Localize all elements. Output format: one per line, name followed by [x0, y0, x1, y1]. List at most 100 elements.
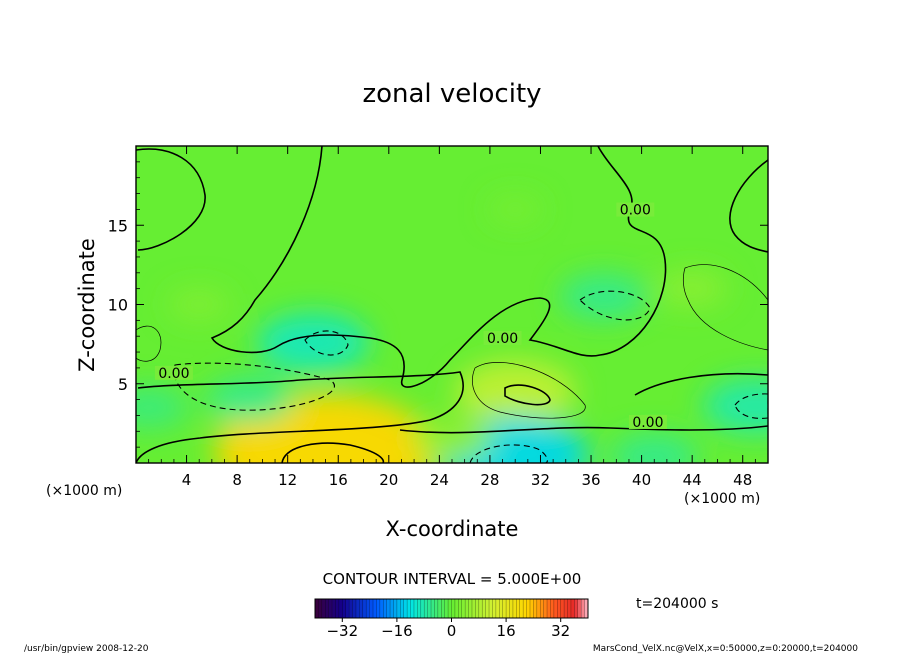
x-axis-ticks: 4 8 12 16 20 24 28 32 36 40 44 48	[148, 146, 756, 489]
colorbar-cell	[413, 599, 418, 618]
positive-contour-surface	[281, 442, 385, 463]
colorbar-cell	[355, 599, 360, 618]
colorbar-tick-label: −32	[326, 622, 358, 640]
colorbar-cell	[485, 599, 490, 618]
colorbar-cell	[489, 599, 493, 618]
y-axis-ticks: 5 10 15	[108, 161, 768, 448]
field-feature	[610, 433, 699, 463]
colorbar-cell	[581, 599, 585, 618]
colorbar-cell	[461, 599, 466, 618]
thin-contour-a	[136, 325, 162, 362]
colorbar-cell	[550, 599, 555, 618]
colorbar-cell	[482, 599, 486, 618]
colorbar-cell	[540, 599, 544, 618]
colorbar-cell	[533, 599, 538, 618]
contour-labels: 0.00 0.00 0.00 0.00	[154, 202, 667, 431]
x-tick-label: 32	[531, 471, 550, 489]
x-tick-label: 12	[278, 471, 297, 489]
x-tick-label: 16	[329, 471, 348, 489]
field-feature	[487, 195, 543, 224]
colorbar-cell	[321, 599, 326, 618]
colorbar-cell	[373, 599, 377, 618]
colorbar-cell	[400, 599, 405, 618]
colorbar-cell	[475, 599, 480, 618]
y-tick-label: 10	[108, 296, 128, 315]
y-tick-label: 15	[108, 216, 128, 235]
contour-label-bg	[616, 202, 655, 217]
colorbar-cell	[529, 599, 534, 618]
colorbar-cell	[564, 599, 568, 618]
negative-contour-bottom	[469, 444, 548, 463]
colorbar-cell	[318, 599, 323, 618]
zero-contours	[136, 146, 768, 463]
colorbar-cell	[506, 599, 510, 618]
x-tick-label: 28	[480, 471, 499, 489]
field-feature	[136, 386, 189, 429]
colorbar-cell	[543, 599, 548, 618]
footer-right: MarsCond_VelX.nc@VelX,x=0:50000,z=0:2000…	[593, 644, 858, 654]
colorbar-cell	[417, 599, 422, 618]
colorbar-cell	[338, 599, 343, 618]
colorbar-ticks: −32 −16 0 16 32	[326, 618, 570, 640]
colorbar-cell	[403, 599, 408, 618]
colorbar-cell	[509, 599, 514, 618]
contour-label-bg	[483, 330, 522, 345]
field-feature	[205, 376, 294, 423]
x-tick-label: 20	[379, 471, 398, 489]
time-label: t=204000 s	[636, 596, 718, 612]
colorbar-cell	[478, 599, 483, 618]
field-feature	[167, 287, 231, 322]
colorbar-cell	[383, 599, 387, 618]
colorbar-cell	[577, 599, 582, 618]
thin-contour-c	[682, 264, 768, 351]
colorbar-cell	[437, 599, 442, 618]
colorbar-cell	[448, 599, 452, 618]
footer-left: /usr/bin/gpview 2008-12-20	[24, 644, 149, 654]
contour-label-bg	[628, 414, 667, 429]
x-tick-label: 36	[581, 471, 600, 489]
colorbar-cell	[523, 599, 527, 618]
field-feature	[454, 359, 576, 424]
colorbar-cell	[536, 599, 541, 618]
colorbar-cell	[369, 599, 374, 618]
colorbar-cell	[407, 599, 411, 618]
colorbar-cell	[352, 599, 357, 618]
colorbar-tick-label: 32	[551, 622, 570, 640]
contour-label: 0.00	[487, 331, 518, 347]
contour-label-bg	[154, 365, 193, 380]
chart-title: zonal velocity	[362, 79, 541, 109]
colorbar-cell	[328, 599, 333, 618]
positive-contour-core	[504, 384, 551, 406]
colorbar-cell	[584, 599, 589, 618]
colorbar-cell	[560, 599, 565, 618]
colorbar-cell	[410, 599, 415, 618]
colorbar-cell	[362, 599, 367, 618]
colorbar-cell	[570, 599, 575, 618]
colorbar-cell	[420, 599, 425, 618]
contour-label: 0.00	[632, 415, 663, 431]
colorbar-cell	[396, 599, 401, 618]
colorbar-cell	[366, 599, 370, 618]
colorbar-cell	[526, 599, 531, 618]
colorbar-cell	[427, 599, 432, 618]
field-feature	[702, 378, 768, 434]
colorbar-cell	[495, 599, 500, 618]
x-tick-label: 40	[632, 471, 651, 489]
colorbar-cell	[315, 599, 319, 618]
colorbar-cell	[393, 599, 398, 618]
x-tick-label: 48	[733, 471, 752, 489]
colorbar-cell	[390, 599, 394, 618]
field-feature	[656, 269, 728, 308]
colorbar-cell	[468, 599, 473, 618]
colorbar-cell	[325, 599, 329, 618]
colorbar-cell	[342, 599, 347, 618]
x-axis-label: X-coordinate	[386, 517, 519, 541]
thin-contours	[136, 264, 768, 419]
colorbar-cell	[502, 599, 507, 618]
colorbar-cell	[349, 599, 353, 618]
negative-contours	[173, 290, 768, 463]
colorbar-cell	[574, 599, 579, 618]
colorbar-cell	[557, 599, 561, 618]
colorbar-cell	[379, 599, 384, 618]
